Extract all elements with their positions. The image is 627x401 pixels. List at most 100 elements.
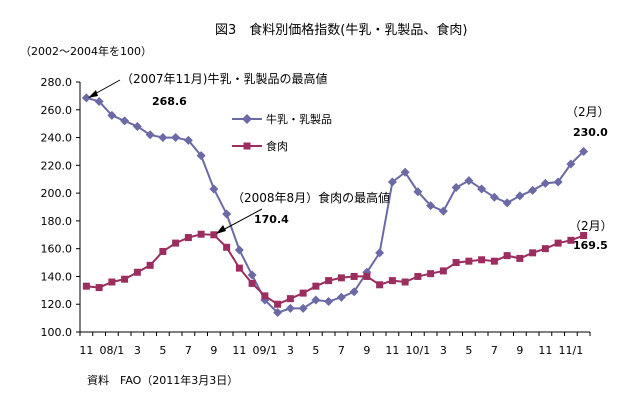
meat-peak-note: （2008年8月）食肉の最高値 (232, 190, 390, 205)
data-point-dairy (120, 116, 130, 126)
series-line-0 (86, 96, 585, 314)
meat-end-value: 169.5 (573, 239, 608, 252)
data-point-dairy (298, 303, 308, 313)
legend-item-meat: 食肉 (232, 139, 288, 153)
x-tick-label: 7 (338, 344, 345, 357)
x-tick-label: 7 (185, 344, 192, 357)
data-point-dairy (107, 110, 117, 120)
legend-marker-meat (243, 142, 251, 150)
x-tick-label: 11 (385, 344, 399, 357)
data-point-dairy (158, 133, 168, 143)
y-tick-label: 180.0 (41, 215, 73, 228)
data-point-dairy (413, 187, 423, 197)
x-tick-label: 3 (440, 344, 447, 357)
data-point-meat (363, 272, 371, 280)
x-tick-label: 5 (159, 344, 166, 357)
dairy-end-month: （2月） (566, 105, 610, 119)
data-point-meat (503, 252, 511, 260)
x-tick-label: 11/1 (559, 344, 584, 357)
x-tick-label: 5 (312, 344, 319, 357)
x-tick-label: 9 (210, 344, 217, 357)
data-point-dairy (234, 245, 244, 255)
data-point-meat (261, 292, 269, 300)
unit-note: （2002～2004年を100） (20, 44, 152, 58)
data-point-meat (414, 272, 422, 280)
data-point-meat (439, 267, 447, 275)
data-point-dairy (349, 287, 359, 297)
data-point-dairy (528, 185, 538, 195)
data-point-meat (516, 254, 524, 262)
x-tick-label: 11 (538, 344, 552, 357)
data-point-dairy (400, 167, 410, 177)
series-layer (81, 93, 589, 318)
x-tick-label: 5 (465, 344, 472, 357)
data-point-dairy (579, 146, 589, 156)
data-point-meat (197, 230, 205, 238)
series-line-1 (86, 233, 584, 306)
data-point-meat (580, 231, 588, 239)
x-tick-label: 09/1 (253, 344, 278, 357)
dairy-peak-note: （2007年11月)牛乳・乳製品の最高値 (121, 71, 328, 86)
data-point-dairy (426, 201, 436, 211)
x-tick-label: 11 (232, 344, 246, 357)
legend-label-dairy: 牛乳・乳製品 (266, 112, 332, 126)
data-point-meat (159, 247, 167, 255)
data-point-dairy (132, 121, 142, 131)
data-point-meat (274, 300, 282, 308)
data-point-dairy (171, 133, 181, 143)
legend-label-meat: 食肉 (266, 139, 288, 153)
data-point-meat (337, 274, 345, 282)
data-point-dairy (209, 184, 219, 194)
dairy-peak-arrowhead (88, 90, 98, 98)
data-point-meat (452, 259, 460, 267)
y-tick-label: 100.0 (41, 326, 73, 339)
data-point-dairy (336, 292, 346, 302)
data-point-dairy (540, 178, 550, 188)
legend-item-dairy: 牛乳・乳製品 (232, 112, 332, 126)
y-tick-label: 120.0 (41, 298, 73, 311)
data-point-meat (299, 289, 307, 297)
x-tick-label: 08/1 (100, 344, 125, 357)
data-point-dairy (464, 176, 474, 186)
data-point-meat (465, 257, 473, 265)
x-tick-label: 9 (363, 344, 370, 357)
data-point-meat (286, 295, 294, 303)
x-tick-label: 10/1 (406, 344, 431, 357)
x-tick-label: 7 (491, 344, 498, 357)
data-point-meat (478, 256, 486, 264)
data-point-dairy (324, 296, 334, 306)
meat-peak-arrow (220, 208, 263, 232)
legend-marker-dairy (242, 114, 252, 124)
y-tick-label: 200.0 (41, 187, 73, 200)
data-point-dairy (81, 93, 91, 103)
data-point-meat (82, 282, 90, 290)
annotations: （2007年11月)牛乳・乳製品の最高値 268.6 （2008年8月）食肉の最… (88, 71, 613, 252)
data-point-meat (529, 249, 537, 257)
data-point-meat (567, 236, 575, 244)
data-point-meat (401, 278, 409, 286)
meat-peak-arrowhead (216, 225, 226, 234)
legend: 牛乳・乳製品 食肉 (232, 112, 332, 153)
data-point-dairy (94, 96, 104, 106)
data-point-meat (554, 239, 562, 247)
y-axis: 100.0 120.0 140.0 160.0 180.0 200.0 220.0 240.0… (41, 76, 81, 339)
data-point-dairy (502, 198, 512, 208)
y-tick-label: 140.0 (41, 270, 73, 283)
data-point-dairy (196, 151, 206, 161)
y-tick-label: 220.0 (41, 159, 73, 172)
x-tick-label: 9 (516, 344, 523, 357)
data-point-dairy (273, 308, 283, 318)
data-point-dairy (553, 177, 563, 187)
data-point-meat (210, 231, 218, 239)
chart-title: 図3 食料別価格指数(牛乳・乳製品、食肉) (215, 22, 467, 38)
x-axis: 11 08/1 3 5 7 9 11 09/1 3 5 7 9 11 10/1 3 5 7 9 11 11/1 (79, 331, 591, 357)
data-point-meat (490, 257, 498, 265)
source-note: 資料 FAO（2011年3月3日） (87, 373, 238, 387)
data-point-meat (146, 261, 154, 269)
data-point-dairy (247, 270, 257, 280)
data-point-dairy (222, 209, 232, 219)
data-point-dairy (375, 248, 385, 258)
data-point-dairy (477, 184, 487, 194)
data-point-meat (376, 281, 384, 289)
